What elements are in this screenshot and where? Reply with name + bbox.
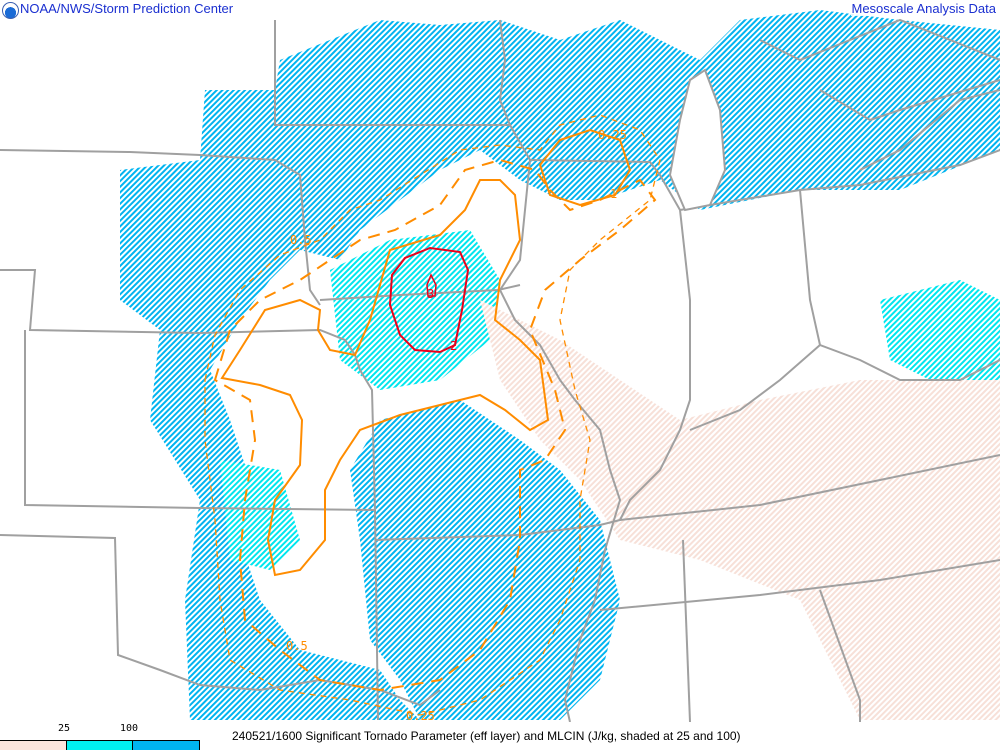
stp-1-label: 1 [610,187,617,201]
colorbar-label-25: 25 [58,723,71,734]
border [274,19,512,126]
header-title: NOAA/NWS/Storm Prediction Center [20,1,234,16]
colorbar-segment-25 [67,741,133,750]
map-caption: 240521/1600 Significant Tornado Paramete… [232,729,741,743]
border [679,149,1000,211]
stp-2-contour [388,246,470,354]
mlcin-shading [120,10,1000,720]
border [374,509,379,721]
mlcin-100-region-south [350,400,620,720]
stp-3-label: 3 [427,287,434,301]
stp-2-label: 2 [450,339,457,353]
mlcin-colorbar [0,740,200,750]
lake-shoreline [759,18,1000,171]
border [24,330,376,511]
stp-05-label: 0.5 [286,639,308,653]
border [682,539,691,723]
colorbar-label-100: 100 [120,723,139,734]
stp-contours [204,114,661,716]
stp-025-label: 0.25 [598,128,627,142]
border [799,189,1000,381]
stp-025-contour [204,114,661,716]
mlcin-low-region [480,300,1000,720]
noaa-logo-icon [2,2,19,19]
border [0,149,321,306]
stp-05-contour [213,158,657,692]
border [819,589,861,722]
stp-1-contour [220,179,550,577]
border [619,209,691,521]
colorbar-segment-100 [133,741,200,750]
stp-3-contour [426,273,437,297]
border [529,159,681,211]
border [689,344,821,431]
state-borders [0,18,1000,723]
stp-1-contour-ne [538,128,632,207]
border [0,269,376,511]
border [498,124,622,723]
header-subtitle: Mesoscale Analysis Data [851,1,996,16]
border [319,284,521,301]
mlcin-100-region [120,10,1000,720]
mlcin-25-region [220,230,1000,570]
lake-michigan [668,68,727,212]
border [0,534,441,707]
colorbar-segment-low [0,741,67,750]
stp-025-label: 0.25 [406,709,435,723]
border [599,559,1000,611]
stp-05-label: 0.5 [290,233,312,247]
contour-labels: 3 2 1 0.25 0.5 0.5 0.25 [286,128,627,723]
